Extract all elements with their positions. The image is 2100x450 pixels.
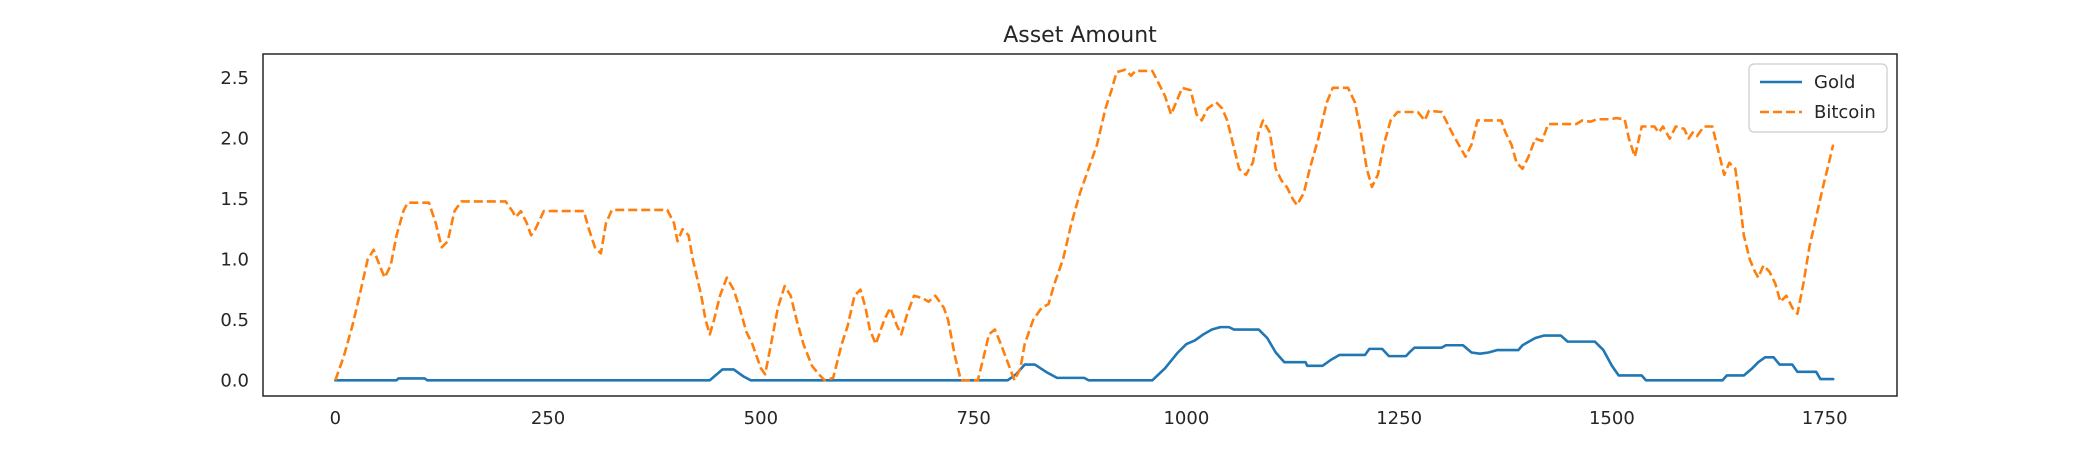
x-tick-label: 1250 — [1376, 408, 1422, 429]
x-tick-label: 1000 — [1163, 408, 1209, 429]
x-tick-label: 250 — [531, 408, 565, 429]
series-line-bitcoin — [334, 68, 1835, 382]
y-tick-label: 0.0 — [220, 370, 249, 391]
x-tick-label: 1500 — [1589, 408, 1635, 429]
y-tick-label: 1.5 — [220, 189, 249, 210]
y-axis: 0.0 0.5 1.0 1.5 2.0 2.5 — [220, 68, 249, 391]
x-axis: 0 250 500 750 1000 1250 1500 1750 — [330, 408, 1848, 429]
series-layer — [334, 68, 1835, 382]
chart-title: Asset Amount — [1003, 23, 1157, 48]
legend: Gold Bitcoin — [1748, 63, 1888, 133]
series-line-gold — [334, 325, 1835, 382]
legend-label-gold: Gold — [1814, 72, 1855, 93]
y-tick-label: 1.0 — [220, 249, 249, 270]
legend-label-bitcoin: Bitcoin — [1814, 102, 1876, 123]
plot-area — [262, 53, 1898, 397]
y-tick-label: 0.5 — [220, 310, 249, 331]
y-tick-label: 2.5 — [220, 68, 249, 89]
y-tick-label: 2.0 — [220, 129, 249, 150]
x-tick-label: 500 — [744, 408, 778, 429]
x-tick-label: 750 — [956, 408, 990, 429]
x-tick-label: 0 — [330, 408, 341, 429]
x-tick-label: 1750 — [1802, 408, 1848, 429]
